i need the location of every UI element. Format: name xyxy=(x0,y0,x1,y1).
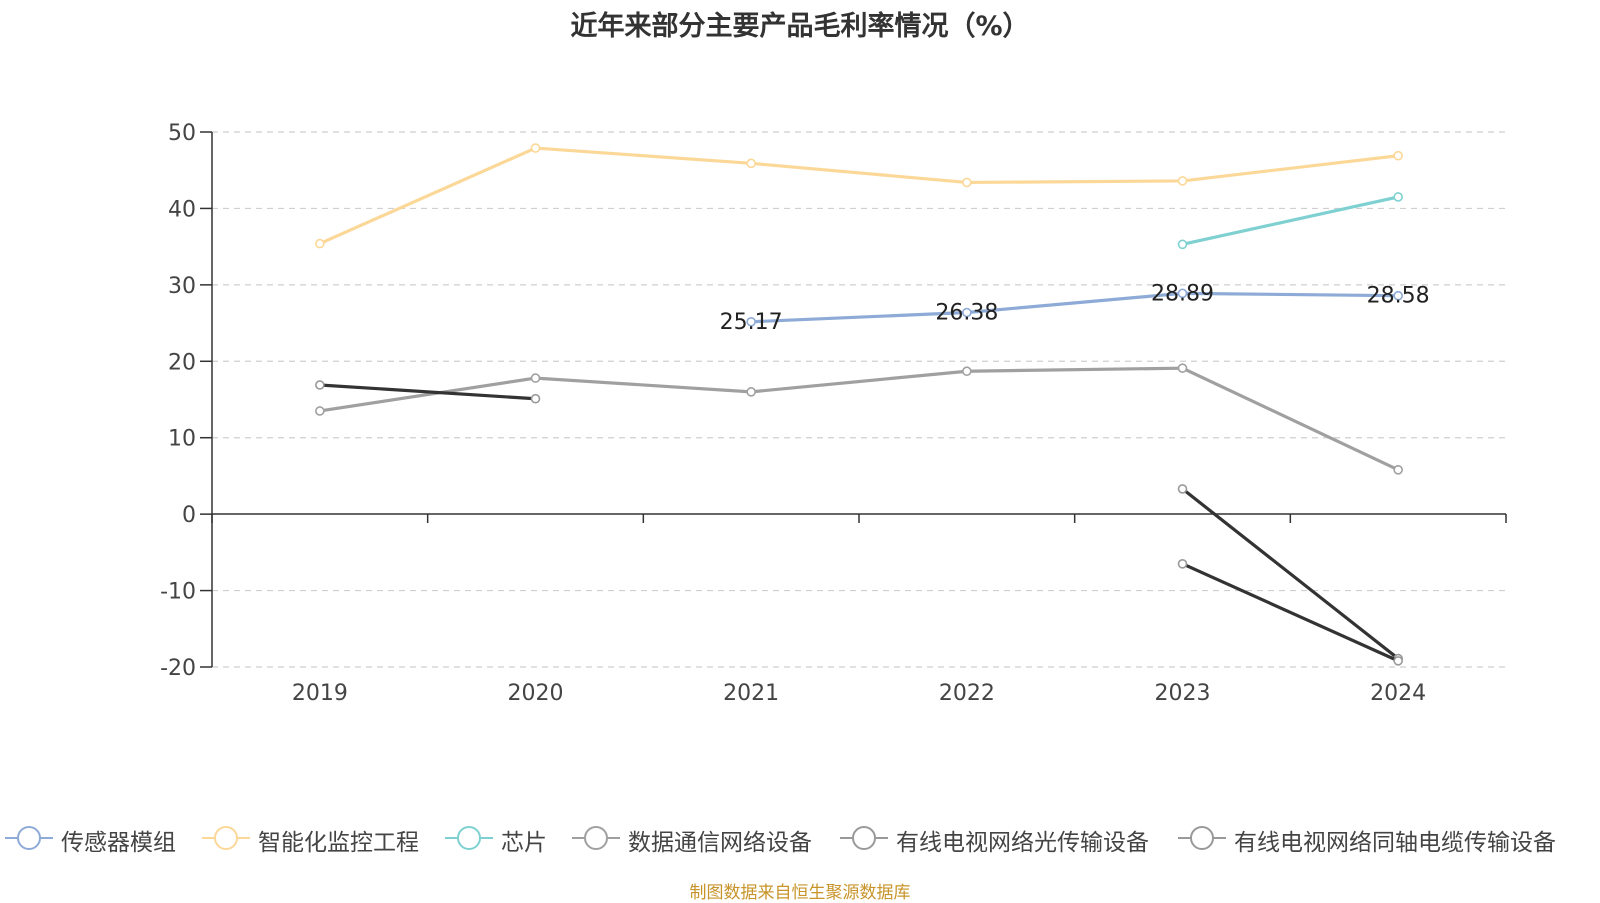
data-label: 25.17 xyxy=(720,310,783,335)
y-tick-label: 20 xyxy=(168,350,196,375)
data-point xyxy=(962,366,972,377)
x-tick-label: 2024 xyxy=(1370,681,1426,706)
data-point xyxy=(1177,288,1188,299)
data-point xyxy=(746,387,756,397)
data-point xyxy=(1177,239,1188,250)
data-point xyxy=(530,143,541,153)
legend-label: 传感器模组 xyxy=(61,830,176,856)
data-point xyxy=(1393,465,1403,475)
legend-label: 有线电视网络同轴电缆传输设备 xyxy=(1234,830,1556,856)
data-point xyxy=(1393,290,1403,301)
data-point xyxy=(962,307,972,318)
legend-item[interactable]: 智能化监控工程 xyxy=(202,820,419,860)
data-labels: 25.17 26.38 28.89 28.58 xyxy=(720,281,1430,334)
data-point xyxy=(530,373,541,383)
series-line-5 xyxy=(1181,487,1400,660)
circle-line-icon xyxy=(5,823,53,857)
circle-line-icon xyxy=(572,823,620,857)
legend-item[interactable]: 有线电视网络同轴电缆传输设备 xyxy=(1178,820,1556,860)
data-point xyxy=(315,380,325,390)
legend-item[interactable]: 数据通信网络设备 xyxy=(572,820,812,860)
y-tick-label: -10 xyxy=(160,580,196,605)
chart-title: 近年来部分主要产品毛利率情况（%） xyxy=(570,11,1030,42)
circle-line-icon xyxy=(1178,823,1226,857)
grid-lines xyxy=(212,131,1506,668)
x-tick-label: 2023 xyxy=(1155,681,1211,706)
series-line-5 xyxy=(319,383,536,401)
axes: 50 40 30 20 10 0 -10 -20 2019 2020 2021 2022 2023 202… xyxy=(160,121,1507,706)
series-line-2 xyxy=(319,146,1399,246)
legend-item[interactable]: 芯片 xyxy=(445,820,547,860)
legend-item[interactable]: 传感器模组 xyxy=(5,820,176,860)
x-tick-label: 2019 xyxy=(292,681,348,706)
data-point xyxy=(1393,150,1403,161)
x-tick-label: 2022 xyxy=(939,681,995,706)
series-line-1 xyxy=(751,291,1399,324)
data-point xyxy=(1177,363,1188,373)
x-tick-label: 2020 xyxy=(508,681,564,706)
data-point xyxy=(1177,484,1188,494)
data-label: 26.38 xyxy=(935,301,998,326)
legend-label: 智能化监控工程 xyxy=(258,830,419,856)
legend-label: 数据通信网络设备 xyxy=(628,830,812,856)
data-point xyxy=(1177,176,1188,186)
circle-line-icon xyxy=(445,823,493,857)
data-point xyxy=(1393,656,1403,666)
legend: 传感器模组 智能化监控工程 芯片 数据通信网络设备 有线电视网络光传输设备 有线电视网络同… xyxy=(0,820,1600,860)
series-lines xyxy=(315,143,1403,666)
data-point xyxy=(746,158,756,169)
series-line-6 xyxy=(1181,562,1399,663)
data-label: 28.58 xyxy=(1367,284,1430,309)
source-note: 制图数据来自恒生聚源数据库 xyxy=(689,883,911,903)
series-line-4 xyxy=(319,366,1399,472)
y-tick-label: -20 xyxy=(160,656,196,681)
legend-label: 有线电视网络光传输设备 xyxy=(896,830,1149,856)
y-tick-label: 40 xyxy=(168,197,196,222)
y-tick-label: 30 xyxy=(168,274,196,299)
data-point xyxy=(1177,559,1188,569)
data-point xyxy=(530,393,541,404)
data-point xyxy=(315,406,325,416)
series-line-3 xyxy=(1182,195,1399,246)
x-tick-label: 2021 xyxy=(723,681,779,706)
data-label: 28.89 xyxy=(1151,281,1214,306)
data-point xyxy=(962,177,972,188)
data-point xyxy=(1393,192,1403,202)
circle-line-icon xyxy=(202,823,250,857)
y-tick-label: 10 xyxy=(168,427,196,452)
circle-line-icon xyxy=(840,823,888,857)
y-tick-label: 50 xyxy=(168,121,196,146)
legend-item[interactable]: 有线电视网络光传输设备 xyxy=(840,820,1149,860)
data-point xyxy=(746,316,756,327)
legend-label: 芯片 xyxy=(501,830,547,856)
data-point xyxy=(315,238,325,249)
y-tick-label: 0 xyxy=(182,503,196,528)
